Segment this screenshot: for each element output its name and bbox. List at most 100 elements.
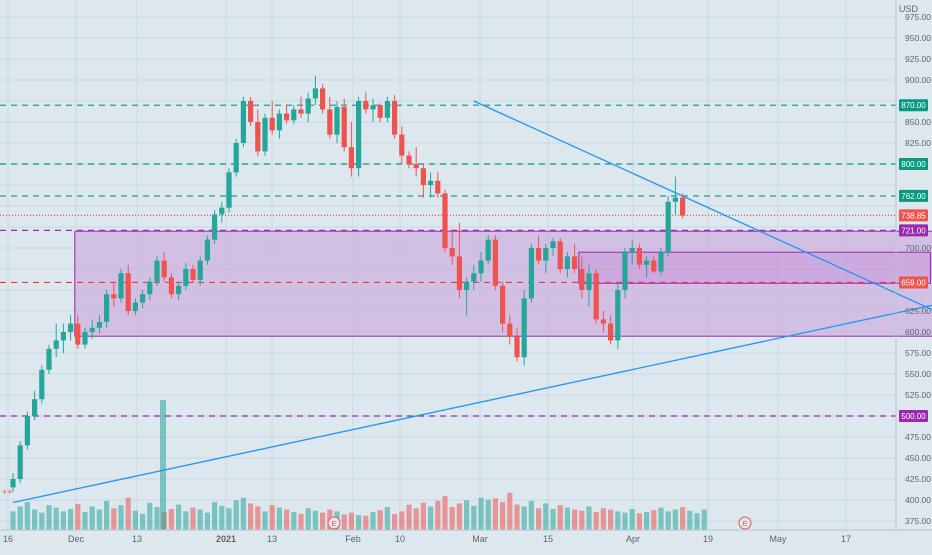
candle xyxy=(118,269,124,303)
price-tick-label: 975.00 xyxy=(905,12,931,22)
candle-body xyxy=(161,260,167,278)
candle xyxy=(636,243,642,269)
candle-body xyxy=(276,113,282,131)
candle-body xyxy=(190,269,196,280)
candle-body xyxy=(572,256,578,269)
candle xyxy=(449,231,455,265)
time-tick-label: 2021 xyxy=(216,534,236,544)
volume-bar xyxy=(212,502,218,530)
price-badge-label: 800.00 xyxy=(901,160,926,169)
candle-body xyxy=(550,241,556,248)
candle xyxy=(190,264,196,284)
candle-body xyxy=(53,340,59,349)
time-tick-label: 19 xyxy=(703,534,713,544)
candle-body xyxy=(32,399,38,416)
volume-bar xyxy=(680,507,686,530)
candle xyxy=(305,92,311,122)
earnings-marker-letter: E xyxy=(332,521,337,528)
volume-bar xyxy=(644,512,650,530)
candle-body xyxy=(651,260,657,272)
candle-body xyxy=(435,180,441,194)
candle-body xyxy=(212,214,218,240)
price-tick-label: 375.00 xyxy=(905,516,931,526)
candle-body xyxy=(665,201,671,253)
price-tick-label: 550.00 xyxy=(905,369,931,379)
candle-body xyxy=(118,273,124,299)
price-tick-label: 525.00 xyxy=(905,390,931,400)
candle xyxy=(593,269,599,324)
candle xyxy=(600,311,606,332)
price-axis[interactable]: 375.00 400.00 425.00 450.00 475.00 525.00 550.… xyxy=(895,0,931,530)
candle xyxy=(312,75,318,106)
price-tick-label: 400.00 xyxy=(905,495,931,505)
candle xyxy=(284,105,290,124)
candle-body xyxy=(543,248,549,261)
volume-bar xyxy=(384,507,390,530)
price-tick-label: 600.00 xyxy=(905,327,931,337)
candle xyxy=(327,96,333,139)
candle-body xyxy=(197,260,203,280)
candle-body xyxy=(10,479,16,488)
candle xyxy=(291,105,297,124)
volume-bar xyxy=(608,509,614,530)
candle xyxy=(183,263,189,290)
volume-bar xyxy=(449,507,455,530)
volume-bar xyxy=(32,509,38,530)
candle-body xyxy=(39,369,45,400)
volume-bar xyxy=(536,508,542,530)
candle xyxy=(39,365,45,404)
volume-bar xyxy=(348,512,354,530)
volume-bar xyxy=(435,500,441,530)
candle xyxy=(658,248,664,275)
candle-body xyxy=(341,106,347,148)
volume-bar xyxy=(464,500,470,530)
price-badge-level-870 xyxy=(899,99,928,112)
price-badge-level-659 xyxy=(899,276,928,289)
candle xyxy=(104,290,110,328)
volume-bar xyxy=(154,507,160,530)
volume-bar xyxy=(118,505,124,530)
candle-body xyxy=(392,101,398,135)
price-badge-label: 659.00 xyxy=(901,278,926,287)
candle-body xyxy=(204,239,210,261)
candle xyxy=(615,281,621,349)
candle xyxy=(579,256,585,299)
price-tick-label: 700.00 xyxy=(905,243,931,253)
horizontal-levels xyxy=(0,104,896,417)
volume-bar xyxy=(622,512,628,530)
candle-body xyxy=(536,248,542,261)
price-badge-label: 721.00 xyxy=(901,226,926,235)
volume-bar xyxy=(240,497,246,530)
candle-body xyxy=(406,155,412,164)
candle-body xyxy=(564,256,570,269)
candle xyxy=(334,101,340,143)
candle xyxy=(68,315,74,341)
candle xyxy=(233,138,239,177)
volume-bar xyxy=(471,505,477,530)
earnings-marker-icon xyxy=(738,516,752,530)
volume-bar xyxy=(197,509,203,530)
volume-bar xyxy=(363,515,369,530)
volume-bar xyxy=(615,511,621,530)
volume-bar xyxy=(586,506,592,530)
volume-bar xyxy=(111,508,117,530)
earnings-marker-icon xyxy=(327,516,341,530)
candle-body xyxy=(17,445,23,479)
time-tick-label: 15 xyxy=(543,534,553,544)
volume-bar xyxy=(132,510,138,530)
price-zones xyxy=(74,230,932,337)
candle xyxy=(428,172,434,198)
candle xyxy=(240,96,246,148)
candle xyxy=(111,283,117,307)
time-axis[interactable]: 16 Dec 13 2021 13 Feb 10 Mar 15 Apr 19 May 17 xyxy=(0,529,932,544)
time-tick-label: Feb xyxy=(345,534,361,544)
volume-bar xyxy=(485,499,491,530)
volume-bar xyxy=(629,508,635,530)
price-tick-label: 450.00 xyxy=(905,453,931,463)
candle xyxy=(413,147,419,177)
candle-body xyxy=(96,321,102,328)
candle xyxy=(10,473,16,492)
candle-body xyxy=(593,273,599,320)
volume-bar xyxy=(392,513,398,530)
candle-body xyxy=(104,294,110,322)
